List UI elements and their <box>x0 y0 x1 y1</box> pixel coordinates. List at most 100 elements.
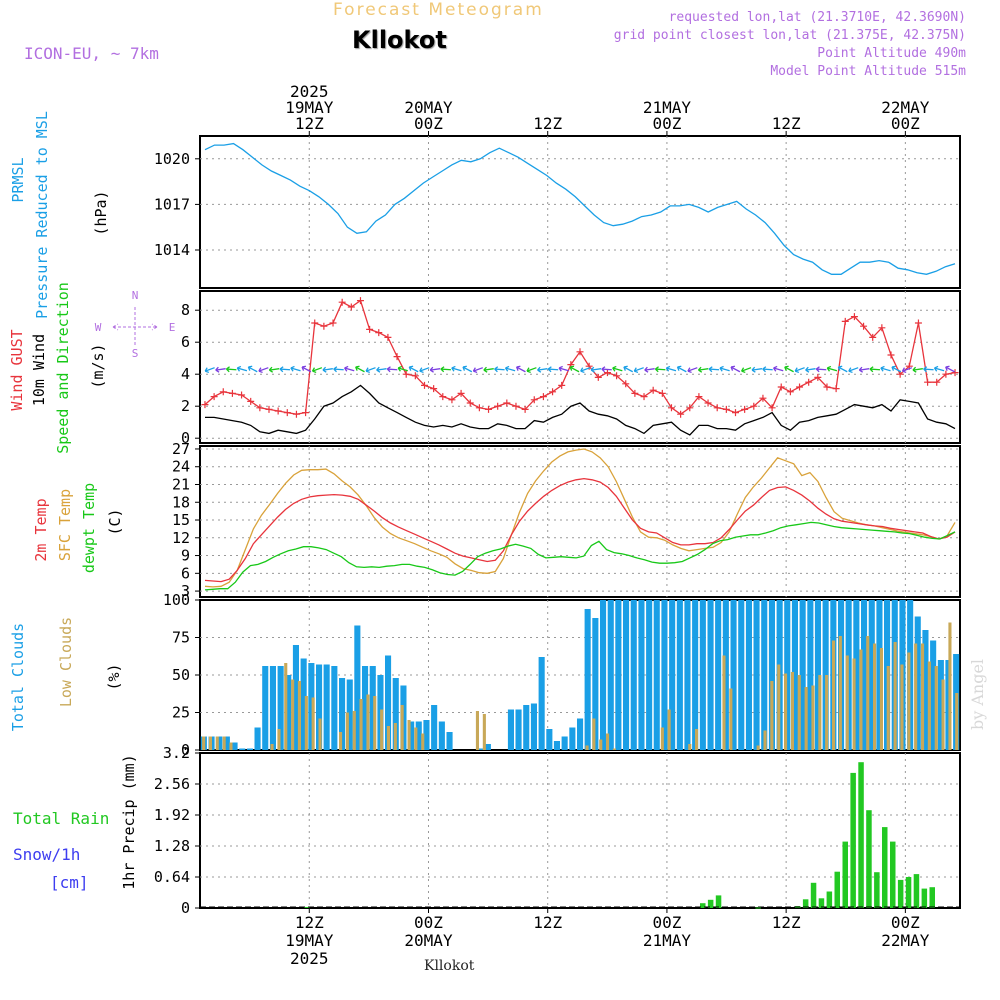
arrow-head <box>762 366 767 373</box>
total-cloud-bar <box>553 741 560 750</box>
direction-title: Speed and Direction <box>54 282 72 454</box>
total-cloud-bar <box>385 655 392 750</box>
arrow-head <box>826 365 832 372</box>
arrow-head <box>805 366 810 373</box>
wind-direction-arrow <box>644 366 655 373</box>
total-cloud-title: Total Clouds <box>9 623 27 731</box>
precip-unit: 1hr Precip (mm) <box>120 754 138 889</box>
arrow-head <box>848 367 853 374</box>
total-cloud-bar <box>799 600 806 750</box>
rain-bar <box>818 898 825 908</box>
total-cloud-bar <box>753 600 760 750</box>
arrow-head <box>891 365 896 371</box>
total-cloud-bar <box>269 666 276 750</box>
low-cloud-bar <box>291 679 295 750</box>
low-cloud-bar <box>414 727 418 750</box>
total-cloud-bar <box>646 600 653 750</box>
total-cloud-bar <box>223 736 230 750</box>
arrow-head <box>612 365 617 372</box>
y-tick-label: 9 <box>181 547 190 565</box>
arrow-head <box>247 365 253 371</box>
time-label-top: 12Z <box>533 114 562 133</box>
gust-marker <box>210 393 218 401</box>
gust-marker <box>393 353 401 361</box>
arrow-shaft <box>751 368 763 371</box>
gust-marker <box>695 393 703 401</box>
rain-bar <box>826 891 833 908</box>
low-cloud-bar <box>215 736 219 750</box>
total-cloud-bar <box>584 609 591 750</box>
wind-direction-arrow <box>258 367 269 374</box>
gust-marker <box>924 378 932 386</box>
gust-marker <box>576 348 584 356</box>
gust-marker <box>375 329 383 337</box>
arrow-head <box>215 366 220 373</box>
wind-direction-arrow <box>429 366 441 373</box>
low-cloud-bar <box>948 622 952 750</box>
total-cloud-bar <box>277 666 284 750</box>
low-cloud-bar <box>722 655 726 750</box>
arrow-head <box>376 366 381 373</box>
arrow-head <box>687 367 692 374</box>
arrow-shaft <box>526 367 537 372</box>
gust-marker <box>704 399 712 407</box>
total-cloud-bar <box>216 736 223 750</box>
arrow-head <box>858 366 864 373</box>
low-cloud-bar <box>304 696 308 750</box>
arrow-shaft <box>440 368 451 371</box>
arrow-head <box>355 365 360 371</box>
total-cloud-bar <box>669 600 676 750</box>
arrow-head <box>741 367 746 374</box>
wind-direction-arrow <box>397 365 408 372</box>
arrow-head <box>537 366 542 373</box>
low-cloud-bar <box>612 748 616 750</box>
gust-marker <box>649 386 657 394</box>
gust-marker <box>796 383 804 391</box>
y-tick-label: 0 <box>181 899 190 917</box>
gust-marker <box>814 373 822 381</box>
gust-marker <box>613 372 621 380</box>
low-cloud-bar <box>955 693 959 750</box>
gust-marker <box>420 381 428 389</box>
low-cloud-bar <box>914 643 918 750</box>
y-tick-label: 50 <box>172 666 190 684</box>
gust-marker <box>329 319 337 327</box>
low-cloud-bar <box>202 736 206 750</box>
low-cloud-bar <box>804 687 808 750</box>
gust-marker <box>823 383 831 391</box>
total-cloud-bar <box>699 600 706 750</box>
total-cloud-bar <box>592 618 599 750</box>
wind-direction-arrow <box>462 365 473 373</box>
gust-marker <box>805 378 813 386</box>
arrow-shaft <box>666 367 677 372</box>
low-cloud-bar <box>763 730 767 750</box>
gust-marker <box>512 402 520 410</box>
arrow-shaft <box>644 368 655 371</box>
time-label-top: 00Z <box>652 114 681 133</box>
total-cloud-bar <box>707 600 714 750</box>
total-cloud-bar <box>914 616 921 750</box>
arrow-shaft <box>816 368 827 371</box>
total-cloud-bar <box>630 600 637 750</box>
gust-marker <box>841 317 849 325</box>
wind-direction-arrow <box>805 366 816 373</box>
wind-direction-arrow <box>880 365 891 372</box>
y-tick-label: 1017 <box>154 195 190 213</box>
arrow-shaft <box>494 368 505 371</box>
gust-marker <box>292 410 300 418</box>
arrow-head <box>204 367 210 374</box>
arrow-shaft <box>344 367 355 372</box>
gust-marker <box>677 410 685 418</box>
gust-marker <box>750 402 758 410</box>
wind-direction-arrow <box>215 366 226 373</box>
gust-marker <box>951 369 959 377</box>
y-tick-label: 75 <box>172 629 190 647</box>
gust-marker <box>759 394 767 402</box>
rain-bar <box>882 827 888 908</box>
wind-direction-arrow <box>225 366 237 373</box>
gust-marker <box>768 404 776 412</box>
panel-2: 0 2 4 6 8 <box>181 290 961 447</box>
gust-marker <box>777 383 785 391</box>
gust-marker <box>256 404 264 412</box>
arrow-head <box>451 365 456 372</box>
